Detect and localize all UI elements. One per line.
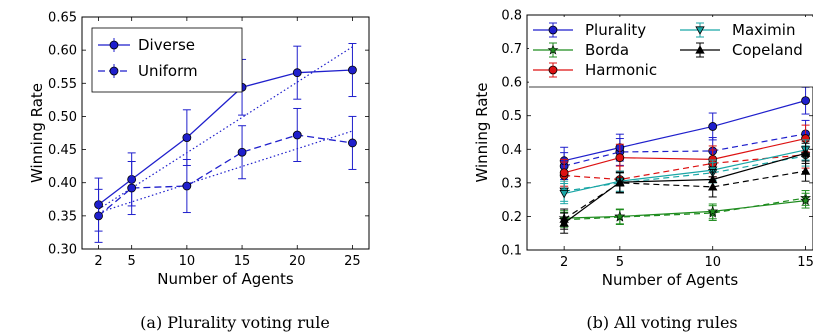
data-point (559, 189, 569, 199)
legend-box (529, 17, 813, 87)
series-line-diverse (564, 149, 806, 195)
y-tick-label: 0.55 (48, 77, 77, 92)
data-point (707, 205, 719, 216)
series-uniform (94, 107, 357, 243)
series-line-uniform (563, 170, 806, 220)
y-tick-label: 0.7 (501, 42, 522, 57)
y-tick-label: 0.30 (48, 243, 77, 258)
legend-marker (695, 45, 705, 54)
series-plurality (559, 86, 810, 180)
x-axis-label: Number of Agents (602, 271, 739, 289)
legend-label: Harmonic (585, 61, 657, 79)
series-line-diverse (564, 100, 806, 162)
x-tick-label: 20 (289, 254, 306, 269)
legend-label: Diverse (138, 36, 195, 54)
legend-label: Uniform (138, 62, 198, 80)
series-line (98, 69, 353, 206)
data-point (559, 218, 569, 227)
data-point (237, 147, 247, 157)
series-line-uniform (564, 155, 806, 192)
caption: (a) Plurality voting rule (140, 313, 330, 332)
series-harmonic (559, 124, 810, 194)
y-tick-label: 0.4 (501, 143, 522, 158)
y-axis-label: Winning Rate (28, 83, 46, 183)
data-point (614, 210, 626, 222)
y-axis-label: Winning Rate (473, 82, 491, 182)
legend-marker (548, 25, 558, 35)
y-tick-label: 0.6 (501, 76, 522, 91)
x-tick-label: 10 (179, 254, 196, 269)
data-point (94, 211, 103, 221)
series-line-uniform (564, 154, 806, 181)
y-tick-label: 0.45 (48, 143, 77, 158)
data-point (615, 177, 625, 186)
trendline (98, 130, 353, 214)
y-tick-label: 0.1 (501, 244, 522, 259)
legend-label: Plurality (585, 21, 646, 39)
series-copeland (559, 142, 811, 234)
data-point (801, 96, 810, 106)
x-tick-label: 5 (616, 255, 624, 270)
y-tick-label: 0.8 (501, 9, 522, 24)
chart-plurality: 0.300.350.400.450.500.550.600.652 5 10 15 20… (28, 11, 370, 332)
plot-frame (81, 16, 370, 250)
legend: Plurality Borda Harmonic Maximin Copeland (529, 17, 813, 88)
y-tick-label: 0.2 (501, 210, 522, 225)
series-borda (558, 190, 811, 228)
legend: Diverse Uniform (91, 27, 243, 93)
legend-marker (109, 40, 119, 50)
data-point (182, 133, 192, 143)
y-tick-label: 0.3 (501, 176, 522, 191)
series-line (98, 134, 353, 217)
legend-marker (548, 65, 558, 75)
legend-label: Borda (585, 41, 629, 59)
x-tick-label: 2 (560, 255, 568, 270)
data-point (348, 65, 357, 75)
x-tick-label: 15 (234, 254, 251, 269)
data-point (348, 138, 357, 148)
legend-label: Copeland (732, 41, 803, 59)
data-point (708, 122, 718, 131)
series-line-diverse (564, 200, 806, 219)
y-tick-label: 0.5 (501, 109, 522, 124)
series-maximin (559, 139, 811, 205)
series-line-uniform (563, 133, 806, 167)
legend-box (91, 27, 243, 93)
legend-marker (109, 66, 119, 76)
y-tick-label: 0.65 (48, 11, 77, 26)
series-line-diverse (563, 152, 806, 224)
data-point (800, 166, 811, 175)
y-tick-label: 0.40 (48, 176, 77, 191)
data-point (615, 153, 625, 163)
x-axis-label: Number of Agents (157, 270, 294, 288)
caption: (b) All voting rules (586, 313, 737, 332)
data-point (800, 148, 811, 157)
x-tick-label: 25 (344, 254, 361, 269)
x-tick-label: 10 (704, 255, 721, 270)
legend-marker (695, 26, 705, 35)
y-tick-label: 0.60 (48, 44, 77, 59)
data-point (292, 68, 302, 78)
data-point (182, 181, 192, 191)
plot-frame (526, 14, 813, 251)
y-tick-label: 0.35 (48, 209, 77, 224)
chart-all-rules: 0.1 0.2 0.3 0.4 0.5 0.6 0.7 0.8 2 5 10 15 Number of … (473, 9, 813, 332)
data-point (708, 174, 718, 184)
data-point (559, 168, 569, 178)
y-tick-label: 0.50 (48, 110, 77, 125)
series-line-diverse (563, 137, 806, 174)
x-tick-label: 5 (128, 254, 136, 269)
legend-marker (547, 44, 559, 55)
x-tick-label: 2 (94, 254, 102, 269)
data-point (127, 183, 137, 193)
data-point (292, 130, 302, 140)
data-point (800, 194, 811, 206)
x-tick-label: 15 (797, 255, 813, 270)
legend-label: Maximin (732, 21, 795, 39)
